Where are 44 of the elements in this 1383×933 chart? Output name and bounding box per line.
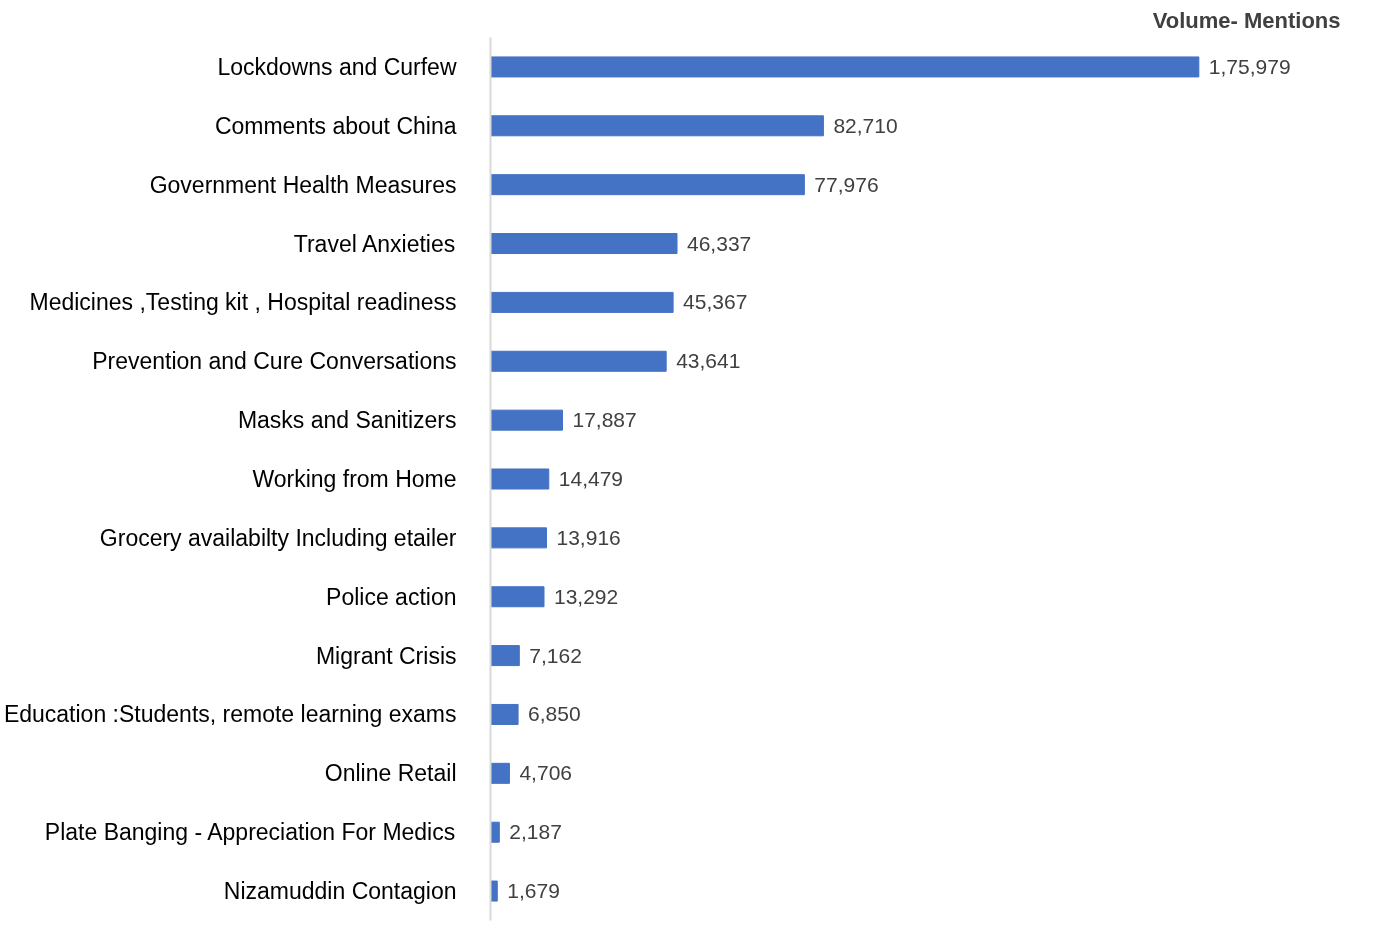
bar	[490, 233, 678, 255]
data-label: 6,850	[528, 702, 581, 726]
bar	[490, 350, 667, 372]
bar	[490, 762, 510, 784]
data-label: 1,75,979	[1208, 54, 1291, 78]
bar	[490, 586, 545, 608]
y-tick-label: Education :Students, remote learning exams	[3, 701, 457, 728]
data-label: 46,337	[687, 231, 752, 255]
bar	[490, 115, 824, 137]
bar	[490, 409, 563, 431]
bar	[490, 703, 519, 725]
data-label: 13,292	[554, 584, 619, 608]
data-label: 14,479	[558, 467, 624, 490]
data-label: 7,162	[529, 643, 582, 667]
bar	[490, 56, 1200, 78]
y-tick-label: Medicines ,Testing kit , Hospital readiness	[29, 289, 457, 316]
bar	[490, 645, 520, 667]
y-tick-label: Grocery availabilty Including etailer	[99, 524, 457, 551]
y-tick-label: Masks and Sanitizers	[237, 407, 457, 434]
data-label: 4,706	[519, 761, 572, 785]
bar	[490, 527, 548, 549]
bar	[490, 174, 805, 196]
y-tick-label: Prevention and Cure Conversations	[92, 348, 457, 375]
y-tick-label: Nizamuddin Contagion	[223, 878, 457, 905]
bar	[490, 468, 550, 490]
data-label: 82,710	[833, 113, 898, 137]
data-label: 2,187	[509, 820, 562, 844]
data-label: 43,641	[676, 349, 741, 373]
y-tick-label: Migrant Crisis	[315, 642, 457, 669]
text: Volume- Mentions	[1152, 7, 1341, 33]
y-tick-label: Government Health Measures	[149, 171, 457, 198]
y-tick-label: Comments about China	[214, 112, 457, 139]
bar	[490, 291, 674, 313]
data-label: 45,367	[683, 290, 748, 314]
data-label: 17,887	[572, 408, 637, 432]
data-label: 77,976	[814, 172, 879, 196]
data-label: 1,679	[507, 879, 560, 903]
y-tick-label: Plate Banging - Appreciation For Medics	[44, 819, 456, 846]
y-tick-label: Working from Home	[252, 466, 457, 492]
data-label: 13,916	[556, 525, 621, 549]
y-tick-label: Lockdowns and Curfew	[217, 53, 457, 80]
y-tick-label: Travel Anxieties	[293, 230, 456, 257]
y-tick-label: Police action	[326, 583, 457, 610]
y-tick-label: Online Retail	[324, 760, 457, 787]
